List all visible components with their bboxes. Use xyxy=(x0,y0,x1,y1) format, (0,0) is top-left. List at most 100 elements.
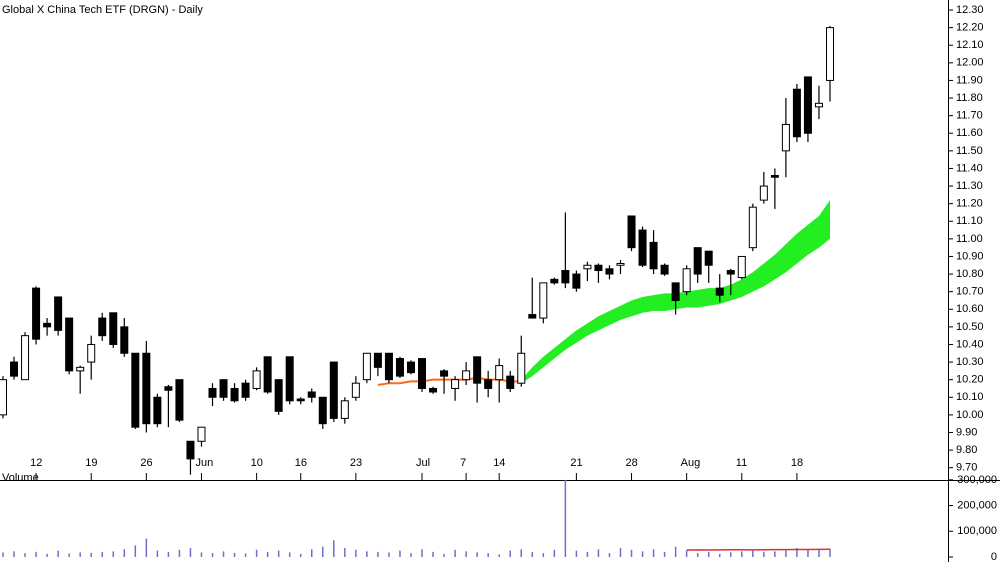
candle-body xyxy=(440,370,449,377)
candle-body xyxy=(451,379,460,389)
candle-body xyxy=(208,387,217,398)
x-tick-label: 19 xyxy=(85,457,97,469)
candle-body xyxy=(561,270,570,284)
candle-body xyxy=(594,264,603,272)
candle-body xyxy=(539,282,548,319)
y-tick-label: 10.90 xyxy=(956,250,984,262)
candle-body xyxy=(76,366,85,372)
candle-body xyxy=(318,396,327,425)
candle-body xyxy=(814,102,823,108)
x-tick-label: 23 xyxy=(350,457,362,469)
x-tick-label: 21 xyxy=(570,457,582,469)
candle-body xyxy=(638,229,647,266)
candle-body xyxy=(10,361,19,377)
candle-body xyxy=(528,314,537,319)
candle-body xyxy=(384,352,393,381)
candle-body xyxy=(21,335,30,381)
x-tick-label: 16 xyxy=(295,457,307,469)
candle-body xyxy=(87,343,96,363)
y-tick-label: 10.30 xyxy=(956,356,984,368)
candle-body xyxy=(43,322,52,328)
candle-body xyxy=(572,273,581,289)
candle-body xyxy=(826,27,834,81)
y-tick-label: 10.70 xyxy=(956,286,984,298)
x-tick-label: Jul xyxy=(416,457,430,469)
y-tick-label: 10.80 xyxy=(956,268,984,280)
candle-body xyxy=(616,262,625,266)
candle-body xyxy=(418,358,427,389)
candle-body xyxy=(737,255,746,279)
x-tick-label: 10 xyxy=(251,457,263,469)
y-tick-label: 10.50 xyxy=(956,321,984,333)
candle-body xyxy=(241,382,250,398)
candle-body xyxy=(351,382,360,398)
x-tick-label: 14 xyxy=(493,457,505,469)
candle-body xyxy=(197,426,206,442)
candle-body xyxy=(484,379,493,389)
candle-body xyxy=(605,268,614,275)
candle-body xyxy=(671,282,680,301)
y-tick-label: 12.20 xyxy=(956,22,984,34)
candle-body xyxy=(164,386,173,391)
candle-body xyxy=(550,278,559,284)
x-tick-label: Aug xyxy=(681,457,701,469)
candle-body xyxy=(395,358,404,377)
y-tick-label: 12.00 xyxy=(956,57,984,69)
candle-body xyxy=(770,174,779,178)
candle-body xyxy=(495,365,504,381)
y-tick-label: 10.20 xyxy=(956,374,984,386)
x-tick-label: 7 xyxy=(460,457,466,469)
y-tick-label: 11.30 xyxy=(956,180,983,192)
candle-body xyxy=(704,250,713,266)
candle-body xyxy=(32,287,41,340)
candle-body xyxy=(660,264,669,275)
volume-tick-label: 300,000 xyxy=(957,474,997,486)
x-tick-label: 26 xyxy=(140,457,152,469)
y-tick-label: 9.80 xyxy=(956,444,977,456)
candle-body xyxy=(186,440,195,460)
candle-body xyxy=(0,379,7,416)
y-tick-label: 12.10 xyxy=(956,39,984,51)
candle-body xyxy=(65,317,74,372)
y-tick-label: 11.40 xyxy=(956,162,983,174)
y-tick-label: 11.20 xyxy=(956,198,983,210)
candle-body xyxy=(131,352,140,428)
y-tick-label: 9.70 xyxy=(956,462,977,474)
candle-body xyxy=(296,398,305,402)
candle-body xyxy=(803,76,812,134)
candle-body xyxy=(726,270,735,275)
x-tick-label: 28 xyxy=(626,457,638,469)
candle-body xyxy=(274,379,283,412)
candle-body xyxy=(98,317,107,337)
candle-body xyxy=(109,312,118,345)
y-tick-label: 12.30 xyxy=(956,4,984,16)
x-tick-label: 12 xyxy=(30,457,42,469)
candle-body xyxy=(517,352,526,384)
y-tick-label: 11.50 xyxy=(956,145,983,157)
candle-body xyxy=(627,215,636,249)
candle-body xyxy=(781,123,790,152)
y-tick-label: 11.90 xyxy=(956,74,983,86)
y-tick-label: 10.60 xyxy=(956,303,984,315)
candle-body xyxy=(649,241,658,270)
candle-body xyxy=(506,375,515,389)
y-tick-label: 10.00 xyxy=(956,409,984,421)
y-tick-label: 11.10 xyxy=(956,215,983,227)
candle-body xyxy=(583,264,592,270)
candle-body xyxy=(462,370,471,381)
candle-body xyxy=(473,356,482,384)
candle-body xyxy=(263,356,272,393)
candle-body xyxy=(120,326,129,354)
candle-body xyxy=(792,88,801,138)
x-tick-label: 18 xyxy=(791,457,803,469)
chart-title: Global X China Tech ETF (DRGN) - Daily xyxy=(2,4,203,16)
y-tick-label: 11.80 xyxy=(956,92,983,104)
candle-body xyxy=(230,387,239,402)
candle-body xyxy=(219,379,228,398)
candle-body xyxy=(142,352,151,425)
candle-body xyxy=(406,361,415,374)
candle-body xyxy=(362,352,371,381)
y-tick-label: 10.10 xyxy=(956,391,984,403)
candle-body xyxy=(307,391,316,398)
